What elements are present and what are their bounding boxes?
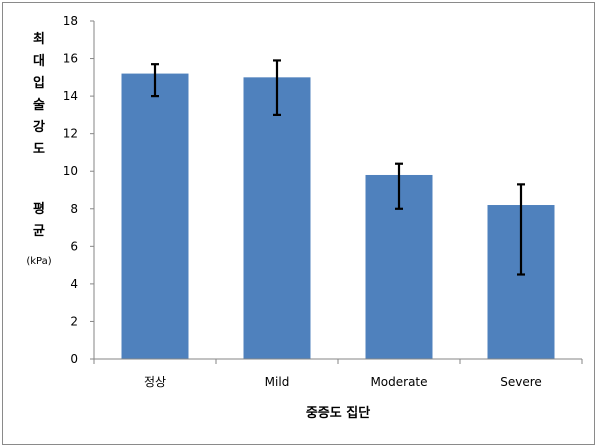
y-tick-label: 0 xyxy=(70,352,78,366)
y-axis-ticks: 0 2 4 6 8 10 12 14 16 18 xyxy=(63,14,94,366)
error-bars xyxy=(151,59,525,276)
x-axis-ticks: 정상 Mild Moderate Severe xyxy=(93,359,583,389)
y-label-unit: (kPa) xyxy=(26,256,51,267)
y-tick-label: 10 xyxy=(63,164,78,178)
y-label-char: 최 xyxy=(33,32,45,47)
y-tick-label: 14 xyxy=(63,89,78,103)
x-tick-label: 정상 xyxy=(144,375,166,389)
y-label-char: 술 xyxy=(33,98,45,113)
x-tick-label: Severe xyxy=(500,375,542,389)
y-label-char: 입 xyxy=(33,76,45,91)
y-tick-label: 16 xyxy=(63,52,78,66)
y-tick-label: 6 xyxy=(70,239,78,253)
y-tick-label: 12 xyxy=(63,127,78,141)
y-tick-label: 4 xyxy=(70,277,78,291)
bar xyxy=(121,73,189,360)
y-label-char: 대 xyxy=(33,54,45,69)
y-label-char: 평 xyxy=(33,201,45,217)
y-label-char: 균 xyxy=(33,224,45,239)
x-tick-label: Mild xyxy=(265,375,290,389)
x-tick-label: Moderate xyxy=(370,375,427,389)
y-tick-label: 18 xyxy=(63,14,78,28)
bars xyxy=(121,73,555,360)
x-axis-title: 중증도 집단 xyxy=(306,405,370,421)
y-tick-label: 8 xyxy=(70,202,78,216)
y-tick-label: 2 xyxy=(70,314,78,328)
bar xyxy=(243,77,311,359)
y-label-char: 도 xyxy=(33,142,45,157)
y-label-char: 강 xyxy=(33,119,45,135)
